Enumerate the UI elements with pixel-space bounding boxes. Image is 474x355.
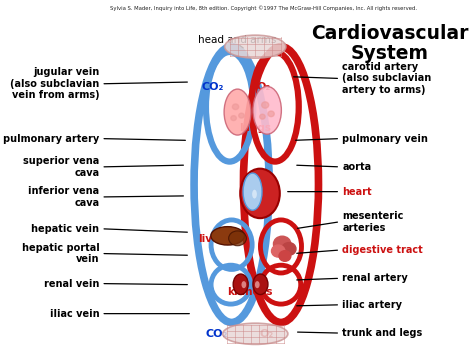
Text: inferior vena
cava: inferior vena cava [28, 186, 99, 208]
Text: aorta: aorta [342, 162, 371, 172]
Circle shape [282, 242, 296, 255]
Text: CO₂: CO₂ [202, 82, 224, 92]
Circle shape [268, 111, 274, 117]
Text: iliac vein: iliac vein [50, 308, 99, 319]
Circle shape [231, 116, 237, 121]
Text: iliac artery: iliac artery [342, 300, 402, 310]
Ellipse shape [211, 226, 245, 245]
Text: O₂: O₂ [259, 329, 273, 339]
Ellipse shape [223, 323, 288, 344]
Ellipse shape [255, 281, 260, 288]
Ellipse shape [225, 35, 286, 58]
Text: carotid artery
(also subclavian
artery to arms): carotid artery (also subclavian artery t… [342, 62, 431, 95]
Ellipse shape [233, 274, 248, 295]
Text: renal artery: renal artery [342, 273, 408, 283]
Text: pulmonary vein: pulmonary vein [342, 133, 428, 144]
Text: pulmonary artery: pulmonary artery [3, 133, 99, 144]
Circle shape [260, 114, 265, 119]
Circle shape [273, 236, 291, 252]
Ellipse shape [253, 87, 282, 134]
Text: hepatic portal
vein: hepatic portal vein [21, 243, 99, 264]
Ellipse shape [240, 169, 280, 218]
Text: hepatic vein: hepatic vein [31, 224, 99, 234]
Text: kidneys: kidneys [228, 288, 273, 297]
Circle shape [279, 251, 291, 261]
Text: heart: heart [342, 187, 372, 197]
Ellipse shape [253, 274, 268, 295]
Text: head and arms: head and arms [198, 34, 277, 45]
Text: trunk and legs: trunk and legs [342, 328, 422, 338]
Circle shape [272, 245, 285, 257]
Text: lungs: lungs [239, 123, 271, 133]
Circle shape [262, 102, 269, 108]
Text: CO₂: CO₂ [205, 329, 228, 339]
Text: O₂: O₂ [257, 82, 271, 92]
Circle shape [232, 104, 239, 110]
Text: mesenteric
arteries: mesenteric arteries [342, 211, 403, 233]
Ellipse shape [228, 231, 246, 246]
Text: Cardiovascular
System: Cardiovascular System [311, 24, 468, 63]
Text: liver: liver [198, 234, 224, 244]
Ellipse shape [224, 89, 251, 135]
Text: superior vena
cava: superior vena cava [23, 156, 99, 178]
Ellipse shape [243, 173, 262, 210]
Circle shape [239, 113, 244, 118]
Text: renal vein: renal vein [44, 279, 99, 289]
Ellipse shape [241, 281, 246, 288]
Text: Sylvia S. Mader, Inquiry into Life, 8th edition. Copyright ©1997 The McGraw-Hill: Sylvia S. Mader, Inquiry into Life, 8th … [109, 5, 417, 11]
Text: jugular vein
(also subclavian
vein from arms): jugular vein (also subclavian vein from … [10, 67, 99, 100]
Text: digestive tract: digestive tract [342, 245, 423, 255]
Ellipse shape [252, 190, 257, 198]
